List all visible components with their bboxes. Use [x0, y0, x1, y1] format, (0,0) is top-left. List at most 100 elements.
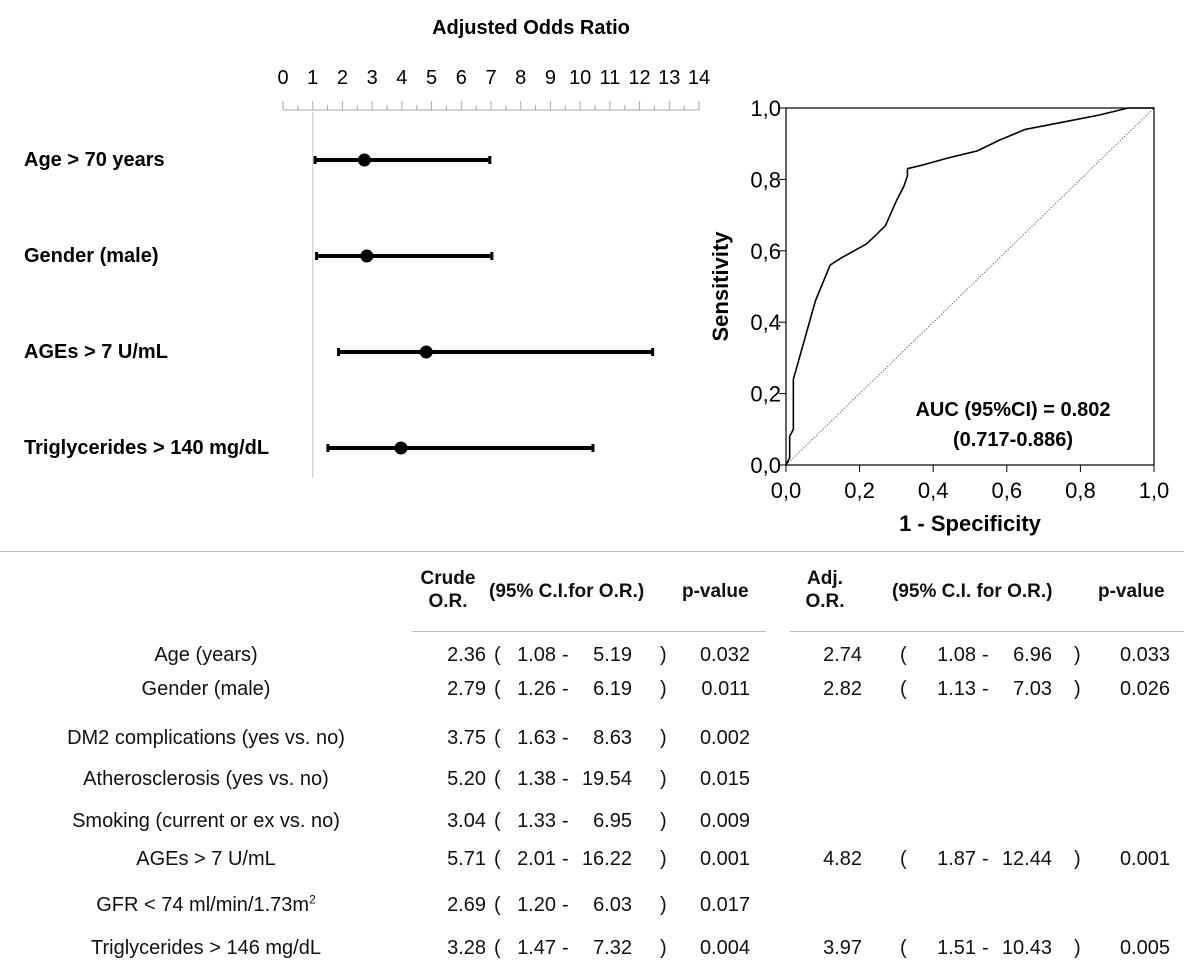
- forest-row-label: Triglycerides > 140 mg/dL: [24, 437, 269, 459]
- adj-ci-low: 1.13: [937, 678, 976, 700]
- forest-tick-label: 13: [658, 67, 680, 89]
- forest-tick-label: 2: [337, 67, 348, 89]
- roc-plot-frame: [785, 107, 1155, 466]
- paren-open: (: [494, 644, 501, 666]
- table-row-label: Smoking (current or ex vs. no): [72, 810, 340, 832]
- paren-close: ): [660, 768, 667, 790]
- table-row-label: Age (years): [154, 644, 258, 666]
- crude-p-value: 0.004: [699, 937, 750, 959]
- forest-tick-label: 1: [307, 67, 318, 89]
- paren-open: (: [494, 848, 501, 870]
- paren-close: ): [660, 894, 667, 916]
- adj-ci-high: 10.43: [1001, 937, 1052, 959]
- crude-p-value: 0.009: [699, 810, 750, 832]
- paren-close: ): [660, 678, 667, 700]
- paren-close: ): [1074, 848, 1081, 870]
- adj-ci-low: 1.51: [937, 937, 976, 959]
- adj-p-value: 0.005: [1119, 937, 1170, 959]
- crude-ci-low: 1.47: [517, 937, 556, 959]
- adj-p-value: 0.033: [1119, 644, 1170, 666]
- crude-ci-low: 1.08: [517, 644, 556, 666]
- paren-open: (: [900, 937, 907, 959]
- ci-dash: -: [562, 644, 569, 666]
- paren-close: ): [660, 644, 667, 666]
- adj-ci-high: 12.44: [1001, 848, 1052, 870]
- forest-tick-label: 6: [456, 67, 467, 89]
- crude-p-value: 0.002: [699, 727, 750, 749]
- roc-y-tick-label: 0,6: [750, 239, 781, 264]
- paren-close: ): [660, 810, 667, 832]
- adj-or-value: 3.97: [823, 937, 862, 959]
- crude-ci-high: 5.19: [593, 644, 632, 666]
- header-adj-or: Adj. O.R.: [805, 568, 845, 612]
- adj-ci-low: 1.08: [937, 644, 976, 666]
- paren-close: ): [1074, 678, 1081, 700]
- paren-open: (: [900, 678, 907, 700]
- crude-ci-high: 6.19: [593, 678, 632, 700]
- forest-tick-label: 8: [515, 67, 526, 89]
- crude-ci-high: 6.95: [593, 810, 632, 832]
- section-divider: [0, 551, 1184, 552]
- adj-or-value: 2.74: [823, 644, 862, 666]
- adj-or-value: 4.82: [823, 848, 862, 870]
- forest-tick-label: 11: [599, 67, 620, 89]
- adj-p-value: 0.001: [1119, 848, 1170, 870]
- crude-ci-low: 1.63: [517, 727, 556, 749]
- crude-or-value: 3.04: [447, 810, 486, 832]
- forest-title: Adjusted Odds Ratio: [432, 17, 630, 39]
- header-ci-adj: (95% C.I. for O.R.): [892, 581, 1053, 602]
- ci-dash: -: [562, 810, 569, 832]
- table-row-label: AGEs > 7 U/mL: [136, 848, 276, 870]
- ci-dash: -: [982, 937, 989, 959]
- paren-open: (: [900, 848, 907, 870]
- paren-open: (: [494, 727, 501, 749]
- table-row-label: Atherosclerosis (yes vs. no): [83, 768, 329, 790]
- forest-point-estimate: [360, 249, 374, 263]
- crude-ci-low: 1.33: [517, 810, 556, 832]
- table-row-label: DM2 complications (yes vs. no): [67, 727, 345, 749]
- crude-ci-low: 2.01: [517, 848, 556, 870]
- paren-open: (: [494, 894, 501, 916]
- forest-point-estimate: [357, 153, 371, 167]
- ci-dash: -: [562, 678, 569, 700]
- forest-tick-label: 10: [569, 67, 591, 89]
- ci-dash: -: [562, 937, 569, 959]
- roc-x-tick-label: 0,6: [992, 478, 1023, 503]
- paren-open: (: [900, 644, 907, 666]
- table-row-label-superscript: 2: [309, 892, 316, 907]
- crude-ci-high: 8.63: [593, 727, 632, 749]
- paren-close: ): [660, 727, 667, 749]
- roc-y-tick-label: 0,0: [750, 453, 781, 478]
- ci-dash: -: [982, 848, 989, 870]
- paren-open: (: [494, 678, 501, 700]
- roc-x-tick-label: 0,4: [918, 478, 949, 503]
- crude-ci-high: 6.03: [593, 894, 632, 916]
- header-rule-adjusted: [790, 631, 1184, 632]
- roc-x-tick-label: 0,2: [844, 478, 875, 503]
- crude-or-value: 2.69: [447, 894, 486, 916]
- crude-ci-high: 16.22: [581, 848, 632, 870]
- header-rule-crude: [412, 631, 766, 632]
- crude-or-value: 5.20: [447, 768, 486, 790]
- crude-or-value: 3.75: [447, 727, 486, 749]
- crude-or-value: 2.79: [447, 678, 486, 700]
- crude-ci-high: 19.54: [581, 768, 632, 790]
- forest-point-estimate: [394, 441, 408, 455]
- adj-p-value: 0.026: [1119, 678, 1170, 700]
- paren-close: ): [660, 848, 667, 870]
- adj-ci-high: 6.96: [1013, 644, 1052, 666]
- ci-dash: -: [982, 678, 989, 700]
- adj-ci-low: 1.87: [937, 848, 976, 870]
- crude-ci-low: 1.20: [517, 894, 556, 916]
- roc-auc-ci-annotation: (0.717-0.886): [953, 429, 1073, 451]
- crude-p-value: 0.015: [699, 768, 750, 790]
- crude-or-value: 5.71: [447, 848, 486, 870]
- ci-dash: -: [562, 848, 569, 870]
- header-ci-crude: (95% C.I.for O.R.): [489, 581, 645, 602]
- forest-tick-label: 5: [426, 67, 437, 89]
- paren-open: (: [494, 937, 501, 959]
- ci-dash: -: [562, 894, 569, 916]
- roc-diagonal-reference: [785, 107, 1155, 466]
- paren-open: (: [494, 768, 501, 790]
- crude-or-value: 2.36: [447, 644, 486, 666]
